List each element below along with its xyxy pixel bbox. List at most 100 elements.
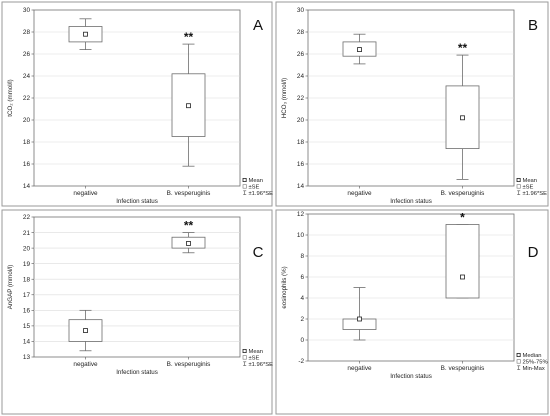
- legend-label: Mean: [523, 178, 538, 184]
- legend-label: Median: [523, 353, 542, 359]
- panel-letter: C: [253, 244, 264, 261]
- x-tick-label: negative: [73, 190, 98, 197]
- legend-symbol: [242, 355, 247, 360]
- y-tick-label: 10: [297, 232, 305, 239]
- box-negative: [342, 287, 377, 341]
- x-tick-label: B. vesperuginis: [167, 361, 211, 368]
- legend-symbol: [516, 177, 521, 182]
- y-tick-label: 24: [297, 73, 305, 80]
- center-marker: [357, 47, 362, 52]
- y-tick-label: 18: [23, 276, 31, 283]
- y-tick-label: -2: [298, 358, 304, 365]
- y-tick-label: 30: [23, 7, 31, 14]
- y-axis-label: HCO₃ (mmol/l): [281, 78, 288, 118]
- legend-symbol: [516, 352, 521, 357]
- panel-letter: A: [253, 17, 263, 34]
- significance-marker: **: [458, 41, 468, 55]
- significance-marker: **: [184, 30, 194, 44]
- legend-symbol: [242, 177, 247, 182]
- panel-d: -2 0 2 4 6 8 10 12 eosinophils (%) Infection stat…: [275, 209, 549, 415]
- box-negative: [68, 18, 103, 50]
- y-tick-label: 18: [23, 139, 31, 146]
- legend-label: ±SE: [523, 184, 534, 190]
- y-tick-label: 20: [297, 117, 305, 124]
- center-marker: [83, 328, 88, 333]
- y-tick-label: 0: [300, 337, 304, 344]
- y-tick-label: 20: [23, 117, 31, 124]
- x-tick-label: B. vesperuginis: [441, 365, 485, 372]
- y-tick-label: 16: [297, 161, 305, 168]
- box-negative: [342, 33, 377, 65]
- legend-label: ±SE: [249, 184, 260, 190]
- y-tick-label: 28: [23, 29, 31, 36]
- box-positive: [171, 232, 206, 254]
- legend-label: ±SE: [249, 355, 260, 361]
- y-tick-label: 14: [23, 339, 31, 346]
- legend-symbol: [243, 190, 247, 195]
- y-tick-label: 2: [300, 316, 304, 323]
- y-tick-label: 14: [297, 183, 305, 190]
- y-tick-label: 16: [23, 161, 31, 168]
- box-positive: [171, 43, 206, 167]
- y-tick-label: 14: [23, 183, 31, 190]
- center-marker: [186, 241, 191, 246]
- y-tick-label: 12: [297, 211, 305, 218]
- x-tick-label: B. vesperuginis: [167, 190, 211, 197]
- box-positive: [445, 54, 480, 180]
- center-marker: [186, 103, 191, 109]
- y-axis-label: eosinophils (%): [281, 266, 288, 308]
- legend-label: ±1.96*SE: [249, 362, 274, 368]
- y-tick-label: 22: [23, 95, 31, 102]
- legend-symbol: [243, 361, 247, 366]
- y-tick-label: 4: [300, 295, 304, 302]
- y-tick-label: 8: [300, 253, 304, 260]
- x-tick-label: negative: [347, 190, 372, 197]
- y-tick-label: 19: [23, 261, 31, 268]
- y-axis-label: tCO₂ (mmol/l): [7, 79, 14, 116]
- x-tick-label: negative: [347, 365, 372, 372]
- panel-letter: B: [528, 17, 538, 34]
- legend-label: ±1.96*SE: [249, 191, 274, 197]
- panel-letter: D: [528, 244, 539, 261]
- legend-symbol: [242, 184, 247, 189]
- center-marker: [460, 274, 465, 280]
- legend-symbol: [516, 359, 521, 364]
- y-tick-label: 20: [23, 245, 31, 252]
- box-negative: [68, 309, 103, 352]
- y-tick-label: 24: [23, 73, 31, 80]
- y-tick-label: 30: [297, 7, 305, 14]
- x-axis-label: Infection status: [116, 198, 158, 205]
- x-tick-label: B. vesperuginis: [441, 190, 485, 197]
- y-tick-label: 26: [297, 51, 305, 58]
- y-tick-label: 16: [23, 308, 31, 315]
- panel-a: 14 16 18 20 22 24 26 28 30 tCO₂ (mmol/l) Infection…: [1, 1, 274, 207]
- y-tick-label: 22: [23, 214, 31, 221]
- y-tick-label: 21: [23, 230, 31, 237]
- legend-label: Mean: [249, 178, 264, 184]
- box-positive: [445, 224, 480, 299]
- legend-label: Min-Max: [523, 366, 545, 372]
- y-tick-label: 22: [297, 95, 305, 102]
- legend-label: Mean: [249, 349, 264, 355]
- x-axis-label: Infection status: [116, 369, 158, 376]
- legend-symbol: [517, 190, 521, 195]
- plot-area: [33, 216, 241, 358]
- legend-symbol: [516, 184, 521, 189]
- y-tick-label: 15: [23, 323, 31, 330]
- y-tick-label: 17: [23, 292, 31, 299]
- legend-symbol: [242, 348, 247, 353]
- y-tick-label: 18: [297, 139, 305, 146]
- y-tick-label: 13: [23, 354, 31, 361]
- x-axis-label: Infection status: [390, 373, 432, 380]
- x-axis-label: Infection status: [390, 198, 432, 205]
- legend-label: 25%-75%: [523, 359, 548, 365]
- panel-b: 14 16 18 20 22 24 26 28 30 HCO₃ (mmol/l) Infection…: [275, 1, 549, 207]
- panel-c: 13 14 15 16 17 18 19 20 21 22 AnGAP (mmol/l) Infect…: [1, 209, 274, 415]
- significance-marker: **: [184, 219, 194, 233]
- significance-marker: *: [460, 211, 465, 225]
- box-body: [445, 224, 480, 299]
- x-tick-label: negative: [73, 361, 98, 368]
- legend-symbol: [517, 365, 521, 370]
- y-tick-label: 6: [300, 274, 304, 281]
